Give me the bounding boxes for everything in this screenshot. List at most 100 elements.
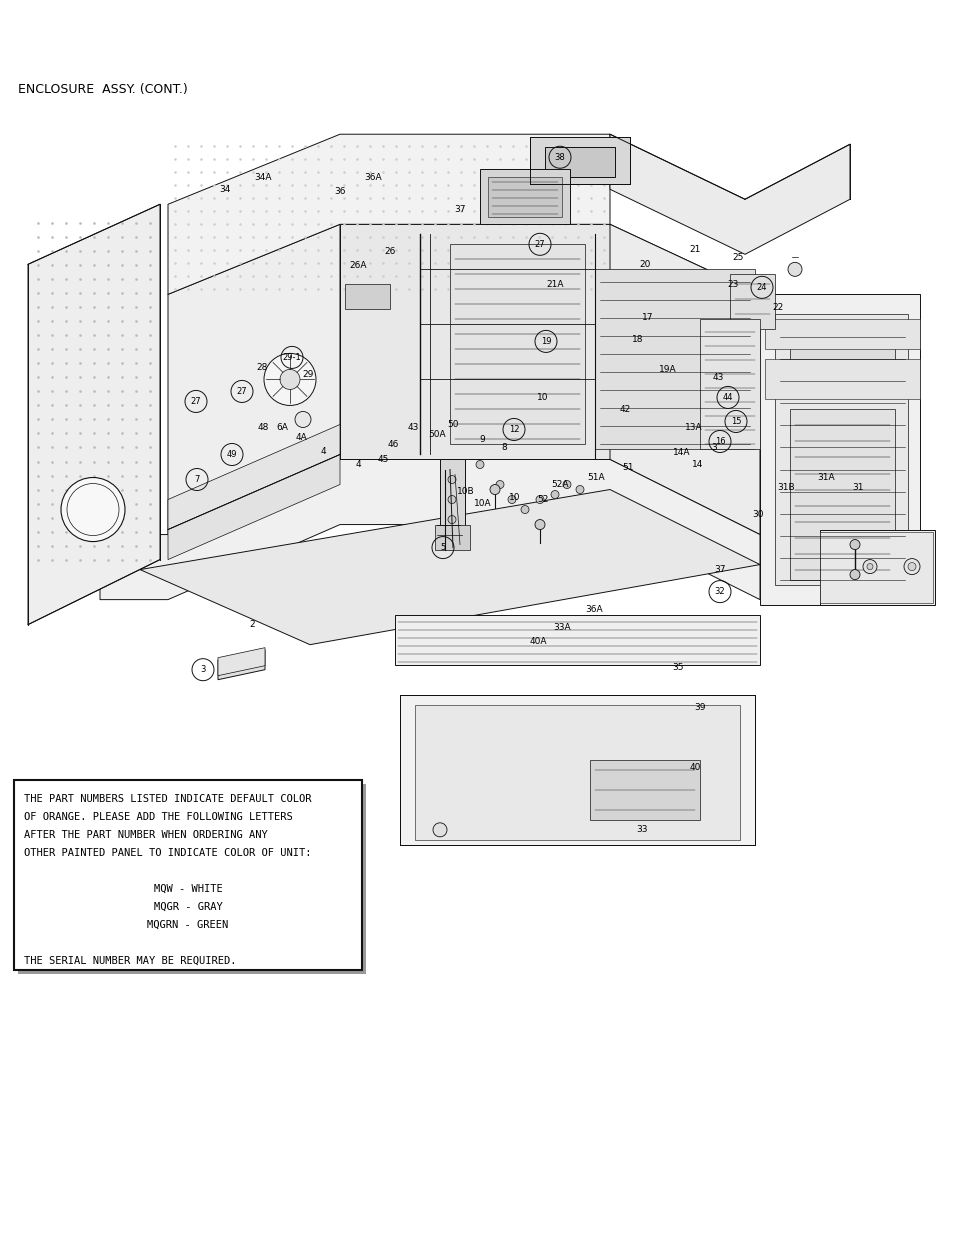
Text: 49: 49 [227, 450, 237, 459]
Polygon shape [218, 647, 265, 676]
Text: 32: 32 [714, 587, 724, 597]
Text: 15: 15 [730, 417, 740, 426]
Polygon shape [395, 615, 760, 664]
Text: 23: 23 [726, 280, 738, 289]
Polygon shape [609, 225, 760, 535]
Text: 4: 4 [320, 447, 326, 456]
Polygon shape [764, 359, 919, 399]
Text: 29: 29 [302, 370, 314, 379]
Text: 22: 22 [772, 303, 782, 312]
Polygon shape [168, 425, 339, 530]
Text: 31B: 31B [777, 483, 794, 492]
Polygon shape [399, 695, 754, 845]
Text: 31A: 31A [817, 473, 834, 482]
Text: 7: 7 [194, 475, 199, 484]
Text: 21A: 21A [546, 280, 563, 289]
Circle shape [294, 411, 311, 427]
Circle shape [576, 485, 583, 494]
Circle shape [280, 369, 299, 389]
Polygon shape [450, 245, 584, 445]
Text: 26A: 26A [349, 261, 366, 269]
FancyBboxPatch shape [14, 779, 361, 969]
Polygon shape [820, 530, 934, 605]
Text: 43: 43 [407, 422, 418, 432]
Circle shape [448, 495, 456, 504]
Text: 38: 38 [554, 153, 565, 162]
Text: 14: 14 [692, 459, 703, 469]
Polygon shape [439, 459, 464, 540]
Text: 51: 51 [621, 463, 633, 472]
Text: 27: 27 [191, 396, 201, 406]
Text: 35: 35 [672, 663, 683, 672]
Polygon shape [345, 284, 390, 310]
Polygon shape [789, 340, 894, 389]
Text: 30: 30 [752, 510, 763, 519]
Circle shape [536, 495, 543, 504]
Circle shape [907, 563, 915, 571]
Circle shape [490, 484, 499, 494]
Polygon shape [435, 525, 470, 550]
Text: THE PART NUMBERS LISTED INDICATE DEFAULT COLOR: THE PART NUMBERS LISTED INDICATE DEFAULT… [24, 794, 312, 804]
Text: 8: 8 [500, 443, 506, 452]
Text: 4: 4 [355, 459, 360, 469]
Text: 13A: 13A [684, 422, 702, 432]
Text: 48: 48 [257, 422, 269, 432]
Text: 19A: 19A [659, 364, 676, 374]
Polygon shape [168, 454, 339, 559]
Text: 14A: 14A [673, 448, 690, 457]
Text: 50: 50 [447, 420, 458, 429]
Polygon shape [729, 274, 774, 330]
Text: 3: 3 [200, 666, 206, 674]
Circle shape [448, 475, 456, 484]
Polygon shape [774, 315, 907, 584]
Circle shape [264, 353, 315, 405]
Text: 4A: 4A [294, 433, 307, 442]
Polygon shape [595, 269, 754, 450]
Polygon shape [168, 225, 339, 535]
Text: 17: 17 [641, 312, 653, 322]
Circle shape [448, 515, 456, 524]
Text: 46: 46 [387, 440, 398, 450]
Circle shape [476, 461, 483, 468]
Polygon shape [415, 705, 740, 840]
Text: 3: 3 [710, 443, 716, 452]
Polygon shape [789, 410, 894, 579]
Text: PAGE 76 — DCA-20SPX—  OPERATION AND PARTS  MANUAL — REV. #2  (04/14/10): PAGE 76 — DCA-20SPX— OPERATION AND PARTS… [159, 1202, 794, 1216]
FancyBboxPatch shape [18, 784, 366, 974]
Text: 10: 10 [537, 393, 548, 401]
Text: 27: 27 [534, 240, 545, 248]
Circle shape [862, 559, 876, 573]
Text: 26: 26 [384, 247, 395, 256]
Circle shape [535, 520, 544, 530]
Polygon shape [218, 650, 265, 679]
Circle shape [507, 495, 516, 504]
Circle shape [866, 563, 872, 569]
Text: 36: 36 [334, 186, 345, 196]
Text: 5: 5 [440, 543, 445, 552]
Text: 43: 43 [712, 373, 723, 382]
Text: ENCLOSURE  ASSY. (CONT.): ENCLOSURE ASSY. (CONT.) [18, 83, 188, 96]
Circle shape [551, 490, 558, 499]
Text: 10: 10 [509, 493, 520, 503]
Text: 37: 37 [714, 566, 725, 574]
Polygon shape [168, 135, 609, 294]
Text: 50A: 50A [428, 430, 445, 438]
Text: 37: 37 [454, 205, 465, 214]
Polygon shape [700, 320, 760, 450]
Text: 34A: 34A [254, 173, 272, 182]
Text: THE SERIAL NUMBER MAY BE REQUIRED.: THE SERIAL NUMBER MAY BE REQUIRED. [24, 956, 236, 966]
Text: 40A: 40A [529, 637, 546, 646]
Text: 34: 34 [219, 185, 231, 194]
Text: 19: 19 [540, 337, 551, 346]
Text: 6A: 6A [275, 422, 288, 432]
Circle shape [787, 262, 801, 277]
Text: 31: 31 [851, 483, 862, 492]
Circle shape [520, 505, 529, 514]
Polygon shape [589, 760, 700, 820]
Text: 44: 44 [722, 393, 733, 401]
Polygon shape [168, 225, 760, 364]
Text: MQGR - GRAY: MQGR - GRAY [153, 902, 222, 911]
Text: 40: 40 [689, 763, 700, 772]
Polygon shape [544, 147, 615, 178]
Text: 42: 42 [618, 405, 630, 414]
